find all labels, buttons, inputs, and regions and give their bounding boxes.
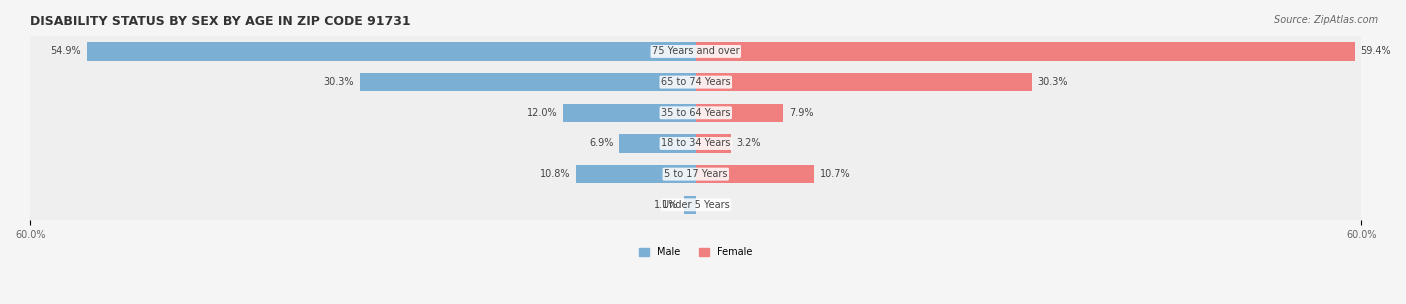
Text: 30.3%: 30.3% xyxy=(1038,77,1069,87)
Text: 10.7%: 10.7% xyxy=(820,169,851,179)
Text: 59.4%: 59.4% xyxy=(1360,47,1391,57)
Text: 3.2%: 3.2% xyxy=(737,138,761,148)
Bar xyxy=(562,104,696,122)
Text: 5 to 17 Years: 5 to 17 Years xyxy=(664,169,727,179)
Legend: Male, Female: Male, Female xyxy=(636,244,756,261)
Bar xyxy=(696,42,1354,61)
Bar xyxy=(31,67,1361,98)
Text: 12.0%: 12.0% xyxy=(526,108,557,118)
Bar xyxy=(696,134,731,153)
Text: 6.9%: 6.9% xyxy=(589,138,613,148)
Bar xyxy=(576,165,696,183)
Text: 75 Years and over: 75 Years and over xyxy=(652,47,740,57)
Bar xyxy=(696,104,783,122)
Text: 54.9%: 54.9% xyxy=(51,47,82,57)
Text: 1.1%: 1.1% xyxy=(654,200,678,210)
Text: 30.3%: 30.3% xyxy=(323,77,354,87)
Text: 18 to 34 Years: 18 to 34 Years xyxy=(661,138,731,148)
Bar xyxy=(696,73,1032,91)
Bar xyxy=(683,195,696,214)
Bar xyxy=(87,42,696,61)
Bar xyxy=(619,134,696,153)
Bar xyxy=(31,159,1361,189)
Text: 65 to 74 Years: 65 to 74 Years xyxy=(661,77,731,87)
Bar xyxy=(31,128,1361,159)
Bar xyxy=(360,73,696,91)
Text: 7.9%: 7.9% xyxy=(789,108,814,118)
Bar xyxy=(696,165,814,183)
Bar xyxy=(31,36,1361,67)
Text: Source: ZipAtlas.com: Source: ZipAtlas.com xyxy=(1274,15,1378,25)
Bar xyxy=(31,189,1361,220)
Text: 10.8%: 10.8% xyxy=(540,169,571,179)
Text: DISABILITY STATUS BY SEX BY AGE IN ZIP CODE 91731: DISABILITY STATUS BY SEX BY AGE IN ZIP C… xyxy=(31,15,411,28)
Text: Under 5 Years: Under 5 Years xyxy=(662,200,730,210)
Bar xyxy=(31,98,1361,128)
Text: 35 to 64 Years: 35 to 64 Years xyxy=(661,108,731,118)
